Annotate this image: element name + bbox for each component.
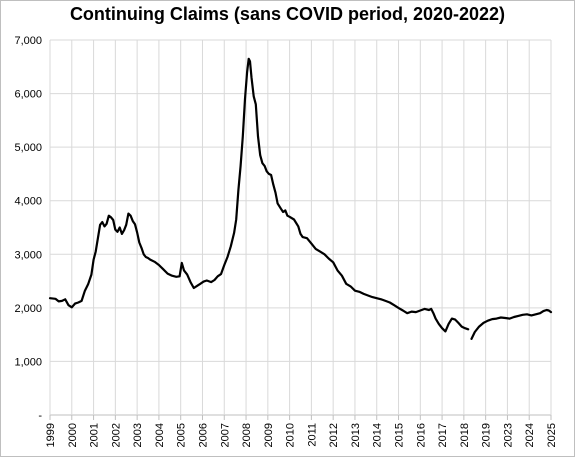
x-tick-label: 2004 — [154, 423, 166, 447]
x-tick-label: 2025 — [546, 423, 558, 447]
x-tick-label: 2017 — [437, 423, 449, 447]
y-tick-label: 4,000 — [14, 196, 42, 208]
x-tick-label: 2023 — [502, 423, 514, 447]
series-line-segment-2 — [470, 308, 553, 340]
x-tick-label: 2007 — [219, 423, 231, 447]
y-axis-ticks: - 1,000 2,000 3,000 4,000 5,000 6,000 7,000 — [14, 35, 42, 422]
x-tick-label: 2013 — [350, 423, 362, 447]
x-tick-label: 2003 — [132, 423, 144, 447]
x-tick-label: 2005 — [176, 423, 188, 447]
y-tick-label: 3,000 — [14, 249, 42, 261]
x-axis-ticks: 1999 2000 2001 2002 2003 2004 2005 2006 2007 2008… — [45, 423, 558, 447]
series-line-segment-1 — [48, 57, 470, 333]
y-tick-label: 7,000 — [14, 35, 42, 47]
x-tick-label: 2010 — [285, 423, 297, 447]
x-tick-label: 2018 — [459, 423, 471, 447]
x-tick-label: 2002 — [110, 423, 122, 447]
x-tick-label: 2009 — [263, 423, 275, 447]
x-tick-label: 2008 — [241, 423, 253, 447]
y-tick-label: 1,000 — [14, 356, 42, 368]
x-tick-label: 2012 — [328, 423, 340, 447]
x-tick-label: 2015 — [394, 423, 406, 447]
y-tick-label: 5,000 — [14, 142, 42, 154]
y-tick-label: 2,000 — [14, 303, 42, 315]
x-tick-label: 2000 — [67, 423, 79, 447]
gridlines — [49, 39, 552, 420]
x-tick-label: 2014 — [372, 423, 384, 447]
x-tick-label: 1999 — [45, 423, 57, 447]
y-tick-label: - — [38, 410, 42, 422]
chart-title: Continuing Claims (sans COVID period, 20… — [69, 4, 506, 24]
x-tick-label: 2001 — [89, 423, 101, 447]
x-tick-label: 2016 — [415, 423, 427, 447]
x-tick-label: 2006 — [197, 423, 209, 447]
x-tick-label: 2024 — [524, 423, 536, 447]
y-tick-label: 6,000 — [14, 89, 42, 101]
x-tick-label: 2019 — [481, 423, 493, 447]
x-tick-label: 2011 — [306, 423, 318, 447]
series-lines — [48, 57, 553, 340]
